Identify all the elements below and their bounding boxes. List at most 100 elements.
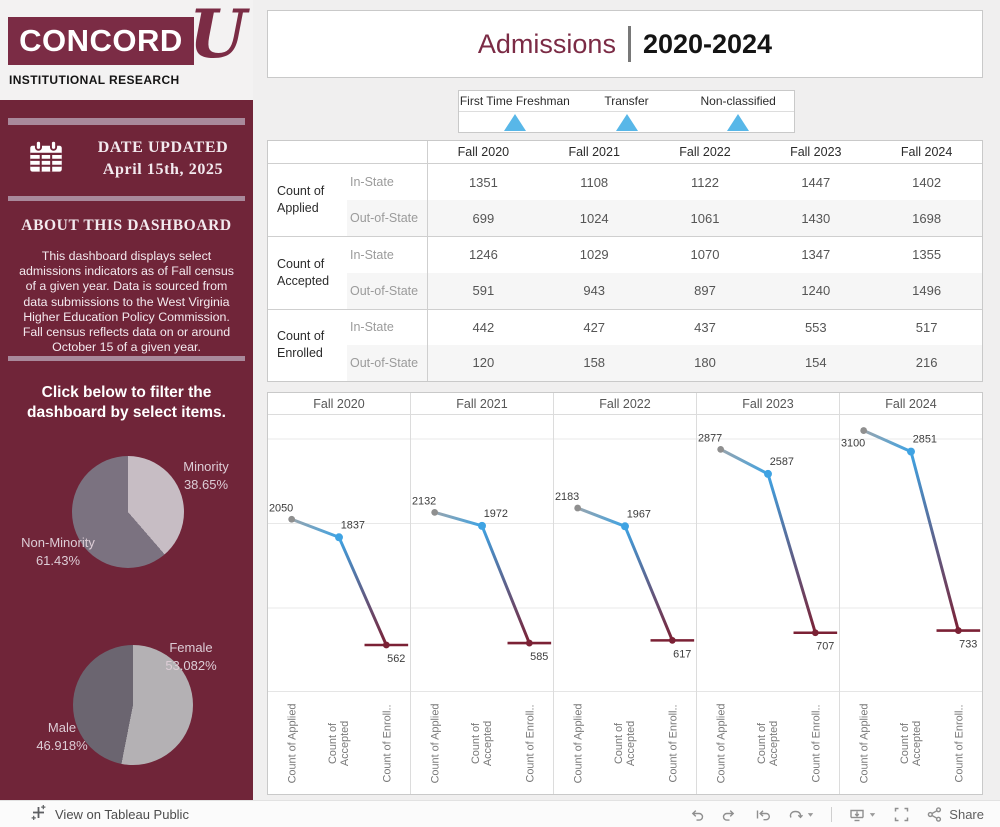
charts-panel: Fall 2020 2050 1837 562 Count of Applied Coun…	[267, 392, 983, 795]
triangle-icon[interactable]	[615, 114, 638, 131]
view-on-tableau-label: View on Tableau Public	[55, 806, 189, 822]
table-value-cell: 1351	[468, 174, 498, 190]
undo-button[interactable]	[688, 806, 705, 823]
svg-text:Count of Enroll..: Count of Enroll..	[667, 704, 679, 782]
svg-text:Count of Applied: Count of Applied	[859, 704, 871, 784]
gender-pie-chart[interactable]	[73, 645, 193, 765]
filter-label-1[interactable]: Transfer	[604, 94, 649, 108]
x-axis-labels: Count of Applied Count of Accepted Count of…	[268, 691, 410, 783]
tableau-logo-icon	[30, 804, 47, 824]
filter-mark-2[interactable]	[682, 112, 794, 132]
pie-label-female: Female 53.082%	[165, 640, 217, 673]
funnel-chart[interactable]: 2183 1967 617	[554, 415, 696, 691]
filter-label-0[interactable]: First Time Freshman	[459, 94, 570, 108]
table-value-cell: 1061	[649, 200, 761, 237]
table-value-cell: 553	[760, 308, 872, 345]
table-value-cell: 442	[428, 308, 539, 345]
triangle-icon[interactable]	[727, 114, 750, 131]
svg-text:Count of Enroll..: Count of Enroll..	[810, 704, 822, 782]
svg-text:Count of Enroll..: Count of Enroll..	[524, 704, 536, 782]
svg-text:2877: 2877	[698, 432, 722, 444]
svg-text:1967: 1967	[627, 508, 651, 520]
table-sublabel: In-State	[347, 164, 428, 201]
funnel-chart[interactable]: 3100 2851 733	[840, 415, 982, 691]
table-value-cell: 1496	[871, 272, 982, 309]
refresh-button[interactable]	[787, 806, 815, 823]
filter-mark-0[interactable]	[459, 112, 571, 132]
view-on-tableau-link[interactable]: View on Tableau Public	[30, 804, 189, 824]
table-group-label: Count of Accepted	[268, 236, 347, 308]
divider	[8, 356, 245, 361]
logo-subtitle: INSTITUTIONAL RESEARCH	[9, 73, 180, 87]
panel-header: Fall 2022	[554, 393, 696, 415]
about-title: ABOUT THIS DASHBOARD	[21, 217, 232, 234]
table-value-cell: 427	[538, 308, 650, 345]
svg-text:Count of Enroll..: Count of Enroll..	[381, 704, 393, 782]
pie-label-minority: Minority 38.65%	[183, 459, 229, 492]
svg-text:617: 617	[673, 648, 691, 660]
table-value-cell: 1240	[760, 272, 872, 309]
table-col-header: Fall 2020	[428, 141, 539, 164]
table-sublabel: In-State	[347, 308, 428, 345]
table-value-cell: 943	[538, 272, 650, 309]
svg-text:2587: 2587	[770, 456, 794, 468]
pie-label-non-minority: Non-Minority 61.43%	[21, 535, 95, 568]
svg-text:Accepted: Accepted	[911, 721, 923, 766]
funnel-chart[interactable]: 2050 1837 562	[268, 415, 410, 691]
minority-pie-chart[interactable]	[72, 456, 184, 568]
funnel-chart[interactable]: 2877 2587 707	[697, 415, 839, 691]
table-value-cell: 1122	[691, 174, 719, 190]
divider	[8, 118, 245, 125]
svg-text:Count of: Count of	[756, 722, 768, 764]
filter-instruction: Click below to filter the dashboard by s…	[27, 384, 226, 421]
panel-header: Fall 2023	[697, 393, 839, 415]
logo-area: CONCORD U INSTITUTIONAL RESEARCH	[0, 0, 253, 100]
table-value-cell: 517	[871, 308, 982, 345]
calendar-icon	[28, 139, 64, 179]
svg-text:Accepted: Accepted	[768, 721, 780, 766]
svg-text:585: 585	[530, 651, 548, 663]
svg-text:Accepted: Accepted	[339, 721, 351, 766]
triangle-icon[interactable]	[503, 114, 526, 131]
svg-text:Count of Enroll..: Count of Enroll..	[953, 704, 965, 782]
table-value-cell: 897	[649, 272, 761, 309]
title-separator	[627, 26, 631, 62]
svg-text:733: 733	[959, 639, 977, 651]
table-header-blank	[268, 141, 428, 164]
redo-button[interactable]	[721, 806, 738, 823]
share-label: Share	[949, 806, 984, 822]
table-value-cell: 216	[871, 344, 982, 381]
table-sublabel: In-State	[347, 236, 428, 273]
table-value-cell: 1347	[760, 236, 872, 272]
table-value-cell: 591	[428, 272, 539, 309]
x-axis-labels: Count of Applied Count of Accepted Count of…	[411, 691, 553, 783]
replay-button[interactable]	[754, 806, 771, 823]
svg-text:1972: 1972	[484, 508, 508, 520]
table-value-cell: 1070	[649, 236, 761, 272]
table-sublabel: Out-of-State	[347, 272, 428, 309]
svg-text:Count of: Count of	[327, 722, 339, 764]
svg-text:Accepted: Accepted	[625, 721, 637, 766]
filter-label-2[interactable]: Non-classified	[700, 94, 776, 108]
funnel-chart[interactable]: 2132 1972 585	[411, 415, 553, 691]
logo-u-letter: U	[189, 0, 247, 73]
year-panel-1: Fall 2021 2132 1972 585 Count of Applied Coun…	[411, 393, 554, 794]
year-panel-3: Fall 2023 2877 2587 707 Count of Applied Coun…	[697, 393, 840, 794]
download-button[interactable]	[848, 806, 877, 823]
svg-text:2050: 2050	[269, 502, 293, 514]
table-value-cell: 180	[649, 344, 761, 381]
filter-mark-1[interactable]	[571, 112, 683, 132]
table-value-cell: 699	[428, 200, 539, 237]
table-value-cell: 1246	[428, 236, 539, 272]
fullscreen-button[interactable]	[893, 806, 910, 823]
date-updated-value: April 15th, 2025	[102, 161, 224, 179]
share-button[interactable]: Share	[926, 806, 984, 823]
x-axis-labels: Count of Applied Count of Accepted Count of…	[697, 691, 839, 783]
svg-text:Count of: Count of	[899, 722, 911, 764]
admissions-table: Fall 2020 Fall 2021 Fall 2022 Fall 2023 Fall…	[267, 140, 983, 382]
table-value-cell: 1029	[538, 236, 650, 272]
svg-text:Count of: Count of	[613, 722, 625, 764]
table-value-cell: 1402	[912, 174, 942, 190]
pie-label-male: Male 46.918%	[36, 720, 88, 753]
table-sublabel: Out-of-State	[347, 344, 428, 381]
